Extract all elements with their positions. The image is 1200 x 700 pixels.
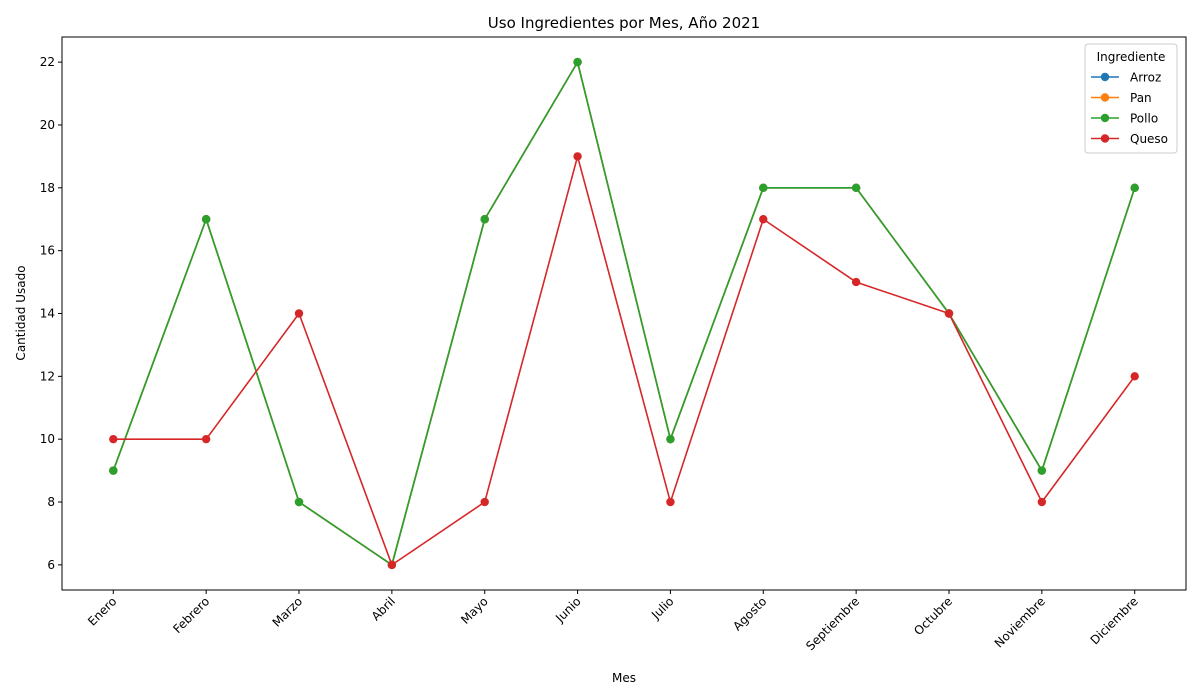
data-point-pollo [480,215,489,224]
x-tick-label: Febrero [170,594,212,636]
legend: Ingrediente Arroz Pan Pollo Queso [1084,43,1178,154]
data-point-queso [759,215,768,224]
y-tick-label: 6 [47,558,55,572]
series-pan [109,57,1139,570]
legend-item-pan: Pan [1091,91,1152,105]
legend-label: Arroz [1130,71,1161,85]
data-point-queso [1037,497,1047,507]
data-point-pollo [573,57,582,67]
y-tick-label: 18 [40,181,55,195]
x-tick-label: Septiembre [803,594,862,653]
x-tick-label: Junio [552,594,583,625]
data-point-queso [387,560,397,570]
x-axis-title: Mes [612,671,636,685]
x-tick-label: Abril [369,594,398,623]
x-tick-label: Julio [648,594,676,622]
y-tick-label: 10 [40,432,55,446]
series-line-pan [112,61,1136,566]
legend-marker [1100,72,1110,82]
series-line-pollo [112,61,1136,566]
data-point-queso [109,434,118,444]
data-point-pollo [1130,183,1139,193]
x-tick-label: Octubre [911,594,955,638]
data-point-queso [201,434,211,444]
y-tick-label: 12 [40,369,55,383]
x-tick-label: Mayo [458,594,491,627]
x-tick-label: Marzo [270,594,306,630]
data-point-pollo [851,183,861,193]
y-tick-label: 8 [47,495,55,509]
x-tick-label: Enero [85,594,119,628]
y-tick-label: 22 [40,55,55,69]
y-tick-label: 14 [40,307,55,321]
chart-title: Uso Ingredientes por Mes, Año 2021 [488,14,760,32]
legend-title: Ingrediente [1097,50,1166,64]
x-tick-label: Diciembre [1088,594,1141,647]
x-axis: Enero Febrero Marzo Abril Mayo Junio Julio Agos… [85,590,1141,653]
data-point-queso [666,497,675,507]
data-point-queso [480,497,489,507]
plot-area [109,57,1139,570]
y-tick-label: 16 [40,244,55,258]
legend-label: Pan [1130,91,1152,105]
series-pollo [109,57,1139,570]
data-point-queso [944,309,954,318]
legend-marker [1100,93,1110,102]
series-arroz [109,57,1139,570]
data-point-pollo [666,434,675,444]
y-tick-label: 20 [40,118,55,132]
y-axis-title: Cantidad Usado [14,265,28,360]
data-point-pollo [201,215,211,224]
legend-marker [1100,134,1110,143]
series-line-arroz [112,61,1136,566]
legend-item-pollo: Pollo [1091,112,1158,126]
data-point-pollo [109,466,118,475]
legend-label: Queso [1130,132,1168,146]
data-point-queso [851,277,861,287]
data-point-queso [1130,372,1139,381]
legend-item-arroz: Arroz [1091,71,1161,85]
legend-frame [1084,43,1178,154]
data-point-pollo [1037,466,1047,475]
data-point-queso [294,309,304,318]
legend-label: Pollo [1130,112,1158,126]
x-tick-label: Noviembre [992,594,1048,650]
legend-item-queso: Queso [1091,132,1168,146]
data-point-queso [573,152,582,161]
data-point-pollo [759,183,768,193]
series-line-queso [113,155,1136,566]
series-queso [109,152,1139,570]
legend-marker [1100,113,1110,123]
plot-frame [61,36,1187,591]
data-point-pollo [294,497,304,507]
y-axis: 6 8 10 12 14 16 18 20 22 [40,55,62,572]
x-tick-label: Agosto [730,594,769,633]
